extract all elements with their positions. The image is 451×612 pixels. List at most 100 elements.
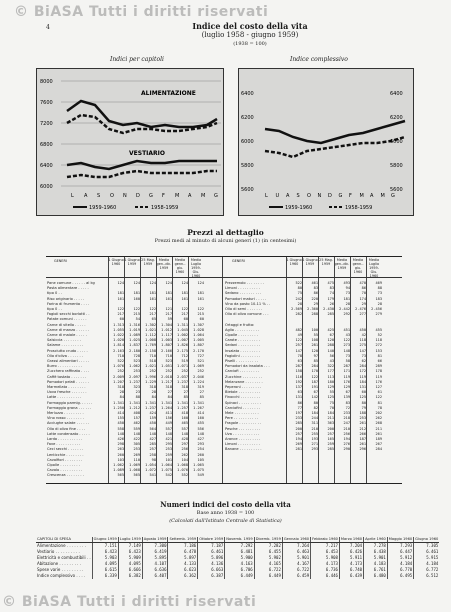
price-row-label: Pesche . . . . . . . . . .	[225, 426, 261, 431]
table-rule	[108, 257, 109, 483]
price-cell: 184	[311, 411, 319, 415]
table-rule	[318, 257, 319, 483]
price-cell: 181	[181, 291, 189, 296]
index-cell: 6.772	[413, 566, 440, 573]
price-cell: 422	[133, 437, 141, 441]
price-cell: 296	[359, 447, 367, 452]
price-row-label: Fave . . . . . . . . . . .	[47, 442, 81, 447]
price-row-label: Uova fresche . . . . . . .	[47, 390, 87, 395]
price-cell: 200	[327, 426, 335, 431]
index-cell: 5.902	[253, 554, 283, 561]
price-row-label: Banane . . . . . . . . . .	[225, 447, 262, 452]
index-row-label: Alimentazione . . . . . . . .	[37, 542, 86, 548]
price-cell: 148	[117, 431, 125, 436]
index-cell: 7.293	[386, 542, 414, 549]
price-cell: 427	[197, 437, 205, 441]
table-rule	[302, 257, 303, 483]
right-x-tick: N	[318, 193, 322, 199]
index-cell: 6.461	[197, 548, 225, 555]
price-cell: 242	[295, 296, 303, 301]
price-cell: 122	[311, 374, 319, 379]
index-cell: 6.722	[281, 566, 311, 573]
price-cell: 1.072	[145, 468, 156, 473]
index-cell: 7.151	[91, 542, 119, 549]
price-cell: 194	[343, 437, 351, 441]
price-cell: 255	[311, 431, 319, 436]
price-cell: 59	[167, 317, 172, 322]
table-rule	[222, 257, 223, 483]
index-col-header: Giugno 1960	[413, 537, 440, 543]
price-row-label: Melanzane . . . . . . . .	[225, 379, 263, 384]
index-cell: 6.623	[167, 566, 198, 573]
price-cell: 158	[295, 369, 303, 374]
index-row: Abitazione . . . . . . . . . 4.095 4.095 4.…	[36, 560, 440, 567]
price-cell: 1.075	[193, 468, 204, 473]
price-cell: 261	[375, 431, 383, 436]
price-header-col: Media Luglio 1959-Giu. 1960	[368, 258, 380, 278]
price-header-genere: GENERI	[232, 259, 245, 263]
price-cell: 73	[361, 353, 366, 358]
price-cell: 1.224	[193, 379, 204, 384]
right-y-tick-r: 5600	[390, 187, 403, 193]
price-row-label: Farina di frumento . . . .	[47, 301, 90, 306]
price-cell: 1.316	[129, 322, 140, 327]
price-cell: 311	[311, 421, 319, 426]
right-y-tick-r: 5800	[390, 163, 403, 169]
price-cell: 475	[327, 281, 335, 285]
price-row-label: Carciofini . . . . . . . .	[225, 405, 261, 410]
index-cell: 7.305	[413, 542, 440, 549]
price-header-genere: GENERI	[54, 259, 67, 263]
price-cell: 2.158	[145, 348, 156, 353]
index-cell: 6.706	[224, 566, 255, 573]
price-row-label: Zucchero raffinato . . . .	[47, 369, 90, 374]
price-cell: 285	[295, 421, 303, 426]
price-row-label: Limoni . . . . . . . . . .	[225, 286, 260, 291]
price-row-label: Fagioli secchi borlotti . .	[47, 312, 90, 317]
index-cell: 6.461	[413, 548, 440, 555]
price-row-label: Aglio . . . . . . . . . . .	[225, 327, 260, 332]
price-cell: 259	[327, 442, 335, 447]
price-cell: 180	[327, 379, 335, 384]
price-cell: 60	[119, 317, 124, 322]
price-cell: 2.037	[177, 374, 188, 379]
index-cell: 7.186	[167, 542, 198, 549]
price-cell: 101	[165, 457, 173, 462]
price-cell: 85	[313, 359, 318, 363]
price-cell: 160	[181, 416, 189, 421]
price-row-label: Uva . . . . . . . . . . . .	[225, 431, 260, 436]
index-cell: 6.339	[91, 572, 119, 579]
index-cell: 7.282	[253, 542, 283, 549]
right-x-tick: L	[265, 193, 268, 199]
index-cell: 5.900	[224, 554, 255, 561]
index-cell: 6.663	[197, 566, 225, 573]
price-row-label: Burro . . . . . . . . . . .	[47, 364, 82, 369]
price-cell: 84	[151, 395, 156, 400]
price-cell: 2.180	[129, 348, 140, 353]
price-cell: 82	[313, 405, 318, 410]
table-rule	[350, 257, 351, 483]
right-x-tick: A	[286, 193, 290, 199]
price-row-label: Grassi alimentari . . . . .	[47, 359, 90, 363]
right-x-tick: G	[391, 193, 395, 199]
left-x-tick: S	[97, 193, 100, 199]
price-row-label: Olio di oliva fine . . . .	[47, 426, 86, 431]
price-cell: 465	[181, 421, 189, 426]
price-cell: 187	[311, 379, 319, 384]
price-cell: 104	[181, 457, 189, 462]
right-y-tick: 5800	[241, 163, 254, 169]
price-cell: 1.307	[193, 322, 204, 327]
index-col-header: Luglio 1959	[117, 537, 143, 543]
price-cell: 455	[375, 327, 383, 332]
price-cell: 289	[375, 364, 383, 369]
price-cell: 181	[343, 296, 351, 301]
price-row-label: Fragole . . . . . . . . . .	[225, 421, 262, 426]
price-cell: 519	[181, 359, 189, 363]
index-col-header: Agosto 1959	[141, 537, 168, 543]
base: (1938 = 100)	[233, 41, 267, 47]
price-cell: 1.117	[161, 333, 172, 337]
right-x-tick: M	[381, 193, 385, 199]
price-cell: 67	[313, 390, 318, 395]
price-cell: 67	[345, 390, 350, 395]
left-x-tick: G	[214, 193, 218, 199]
index-cell: 6.770	[386, 566, 414, 573]
